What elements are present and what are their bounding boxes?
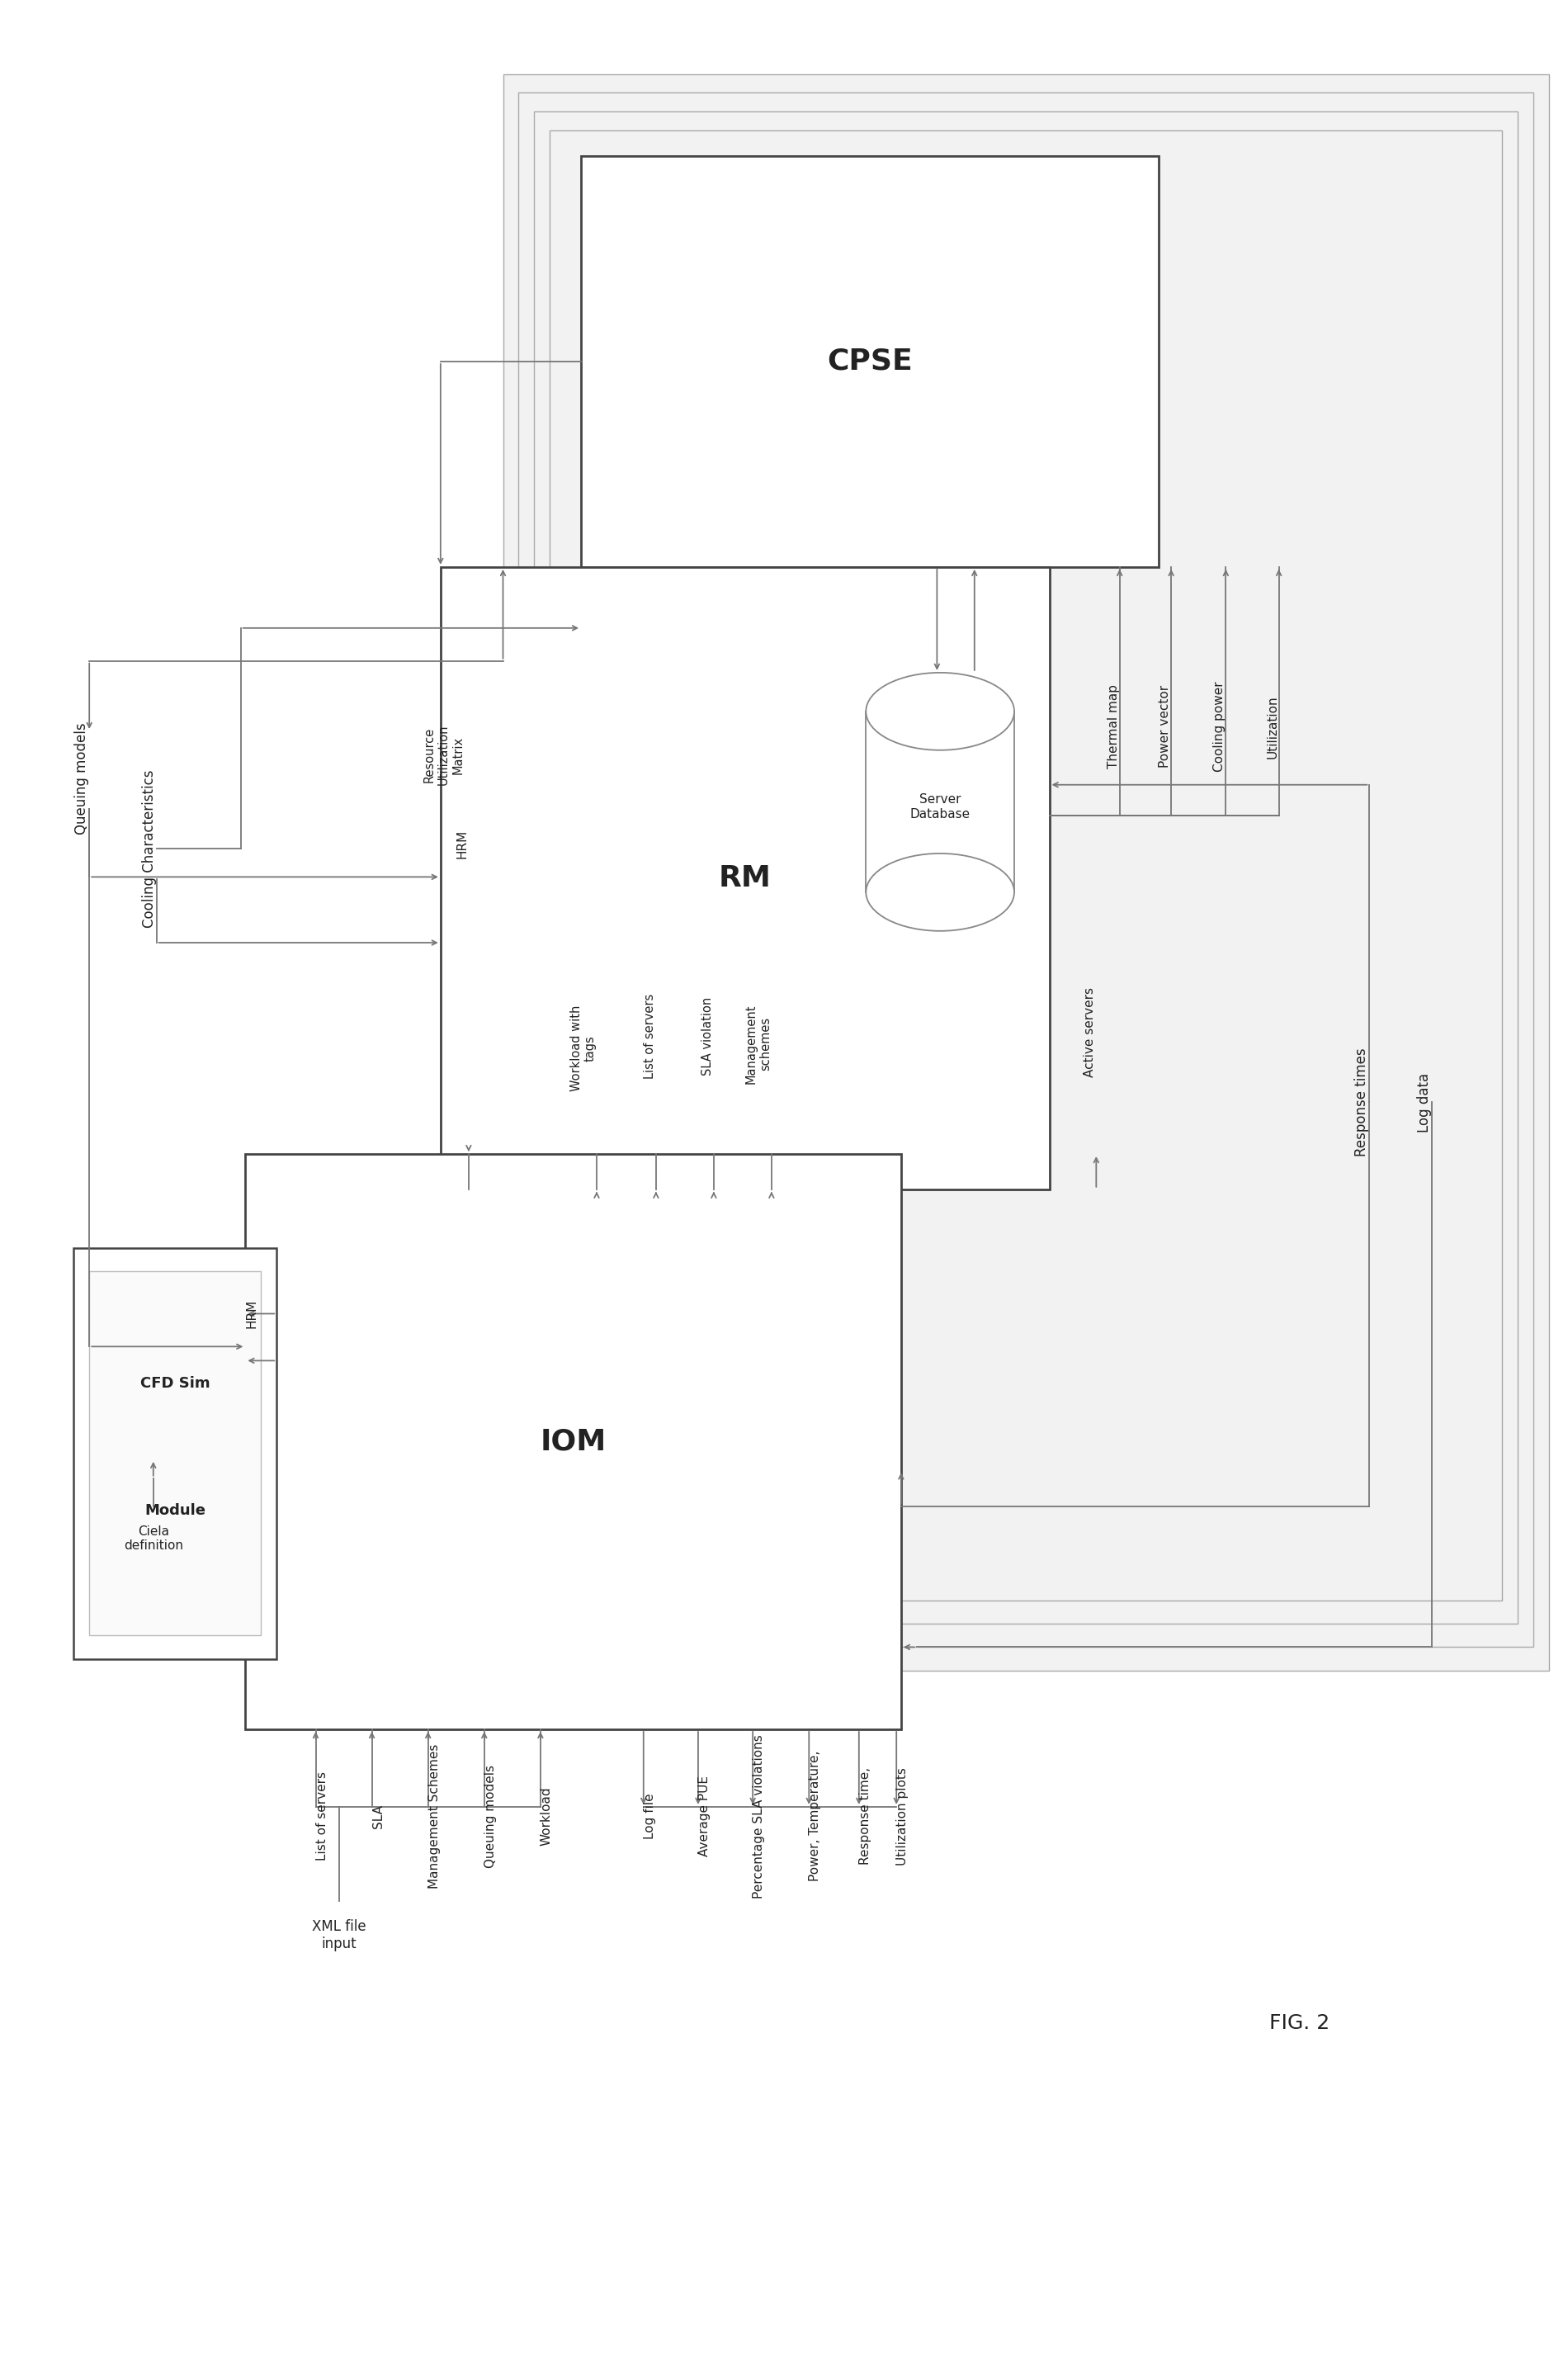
Text: Average PUE: Average PUE: [698, 1776, 710, 1856]
Bar: [582, 155, 1159, 568]
Text: Active servers: Active servers: [1083, 987, 1096, 1076]
Bar: [535, 111, 1518, 1623]
Bar: [441, 568, 1049, 1189]
Text: List of servers: List of servers: [643, 994, 655, 1079]
Bar: [866, 711, 1014, 893]
Text: Percentage SLA violations: Percentage SLA violations: [753, 1733, 765, 1898]
Text: SLA violation: SLA violation: [701, 996, 713, 1076]
Text: Ciela
definition: Ciela definition: [124, 1526, 183, 1552]
Text: Workload: Workload: [541, 1787, 554, 1846]
Ellipse shape: [866, 853, 1014, 930]
Text: Log file: Log file: [643, 1792, 655, 1839]
Text: RM: RM: [718, 864, 771, 893]
Bar: [519, 92, 1534, 1646]
Text: Utilization plots: Utilization plots: [897, 1766, 909, 1865]
Text: Thermal map: Thermal map: [1107, 685, 1120, 768]
Text: Response times: Response times: [1355, 1048, 1369, 1156]
Text: Power, Temperature,: Power, Temperature,: [809, 1750, 822, 1882]
Text: FIG. 2: FIG. 2: [1269, 2014, 1330, 2032]
Text: Server
Database: Server Database: [909, 794, 971, 820]
Text: Management
schemes: Management schemes: [745, 1003, 771, 1083]
Text: IOM: IOM: [539, 1427, 607, 1455]
Text: Response time,: Response time,: [859, 1769, 872, 1865]
Text: List of servers: List of servers: [315, 1771, 328, 1860]
Text: Management Schemes: Management Schemes: [428, 1743, 441, 1889]
Text: CFD Sim: CFD Sim: [140, 1375, 210, 1392]
Text: Log data: Log data: [1417, 1072, 1432, 1133]
Text: XML file
input: XML file input: [312, 1919, 367, 1952]
Bar: [246, 1154, 902, 1729]
Bar: [74, 1248, 276, 1658]
Text: Queuing models: Queuing models: [74, 723, 89, 834]
Text: Module: Module: [144, 1502, 205, 1519]
Text: Cooling power: Cooling power: [1214, 681, 1226, 772]
Bar: [550, 130, 1502, 1599]
Text: CPSE: CPSE: [826, 349, 913, 374]
Text: Utilization: Utilization: [1267, 695, 1279, 758]
Text: Cooling Characteristics: Cooling Characteristics: [141, 770, 157, 928]
Text: Power vector: Power vector: [1159, 685, 1171, 768]
Bar: [89, 1272, 260, 1634]
Bar: [503, 73, 1549, 1670]
Ellipse shape: [866, 674, 1014, 751]
Text: SLA: SLA: [372, 1804, 384, 1827]
Text: HRM: HRM: [456, 829, 469, 860]
Text: Queuing models: Queuing models: [485, 1764, 497, 1868]
Text: Resource
Utilization
Matrix: Resource Utilization Matrix: [423, 725, 464, 784]
Text: HRM: HRM: [246, 1300, 257, 1328]
Text: Workload with
tags: Workload with tags: [569, 1006, 597, 1090]
